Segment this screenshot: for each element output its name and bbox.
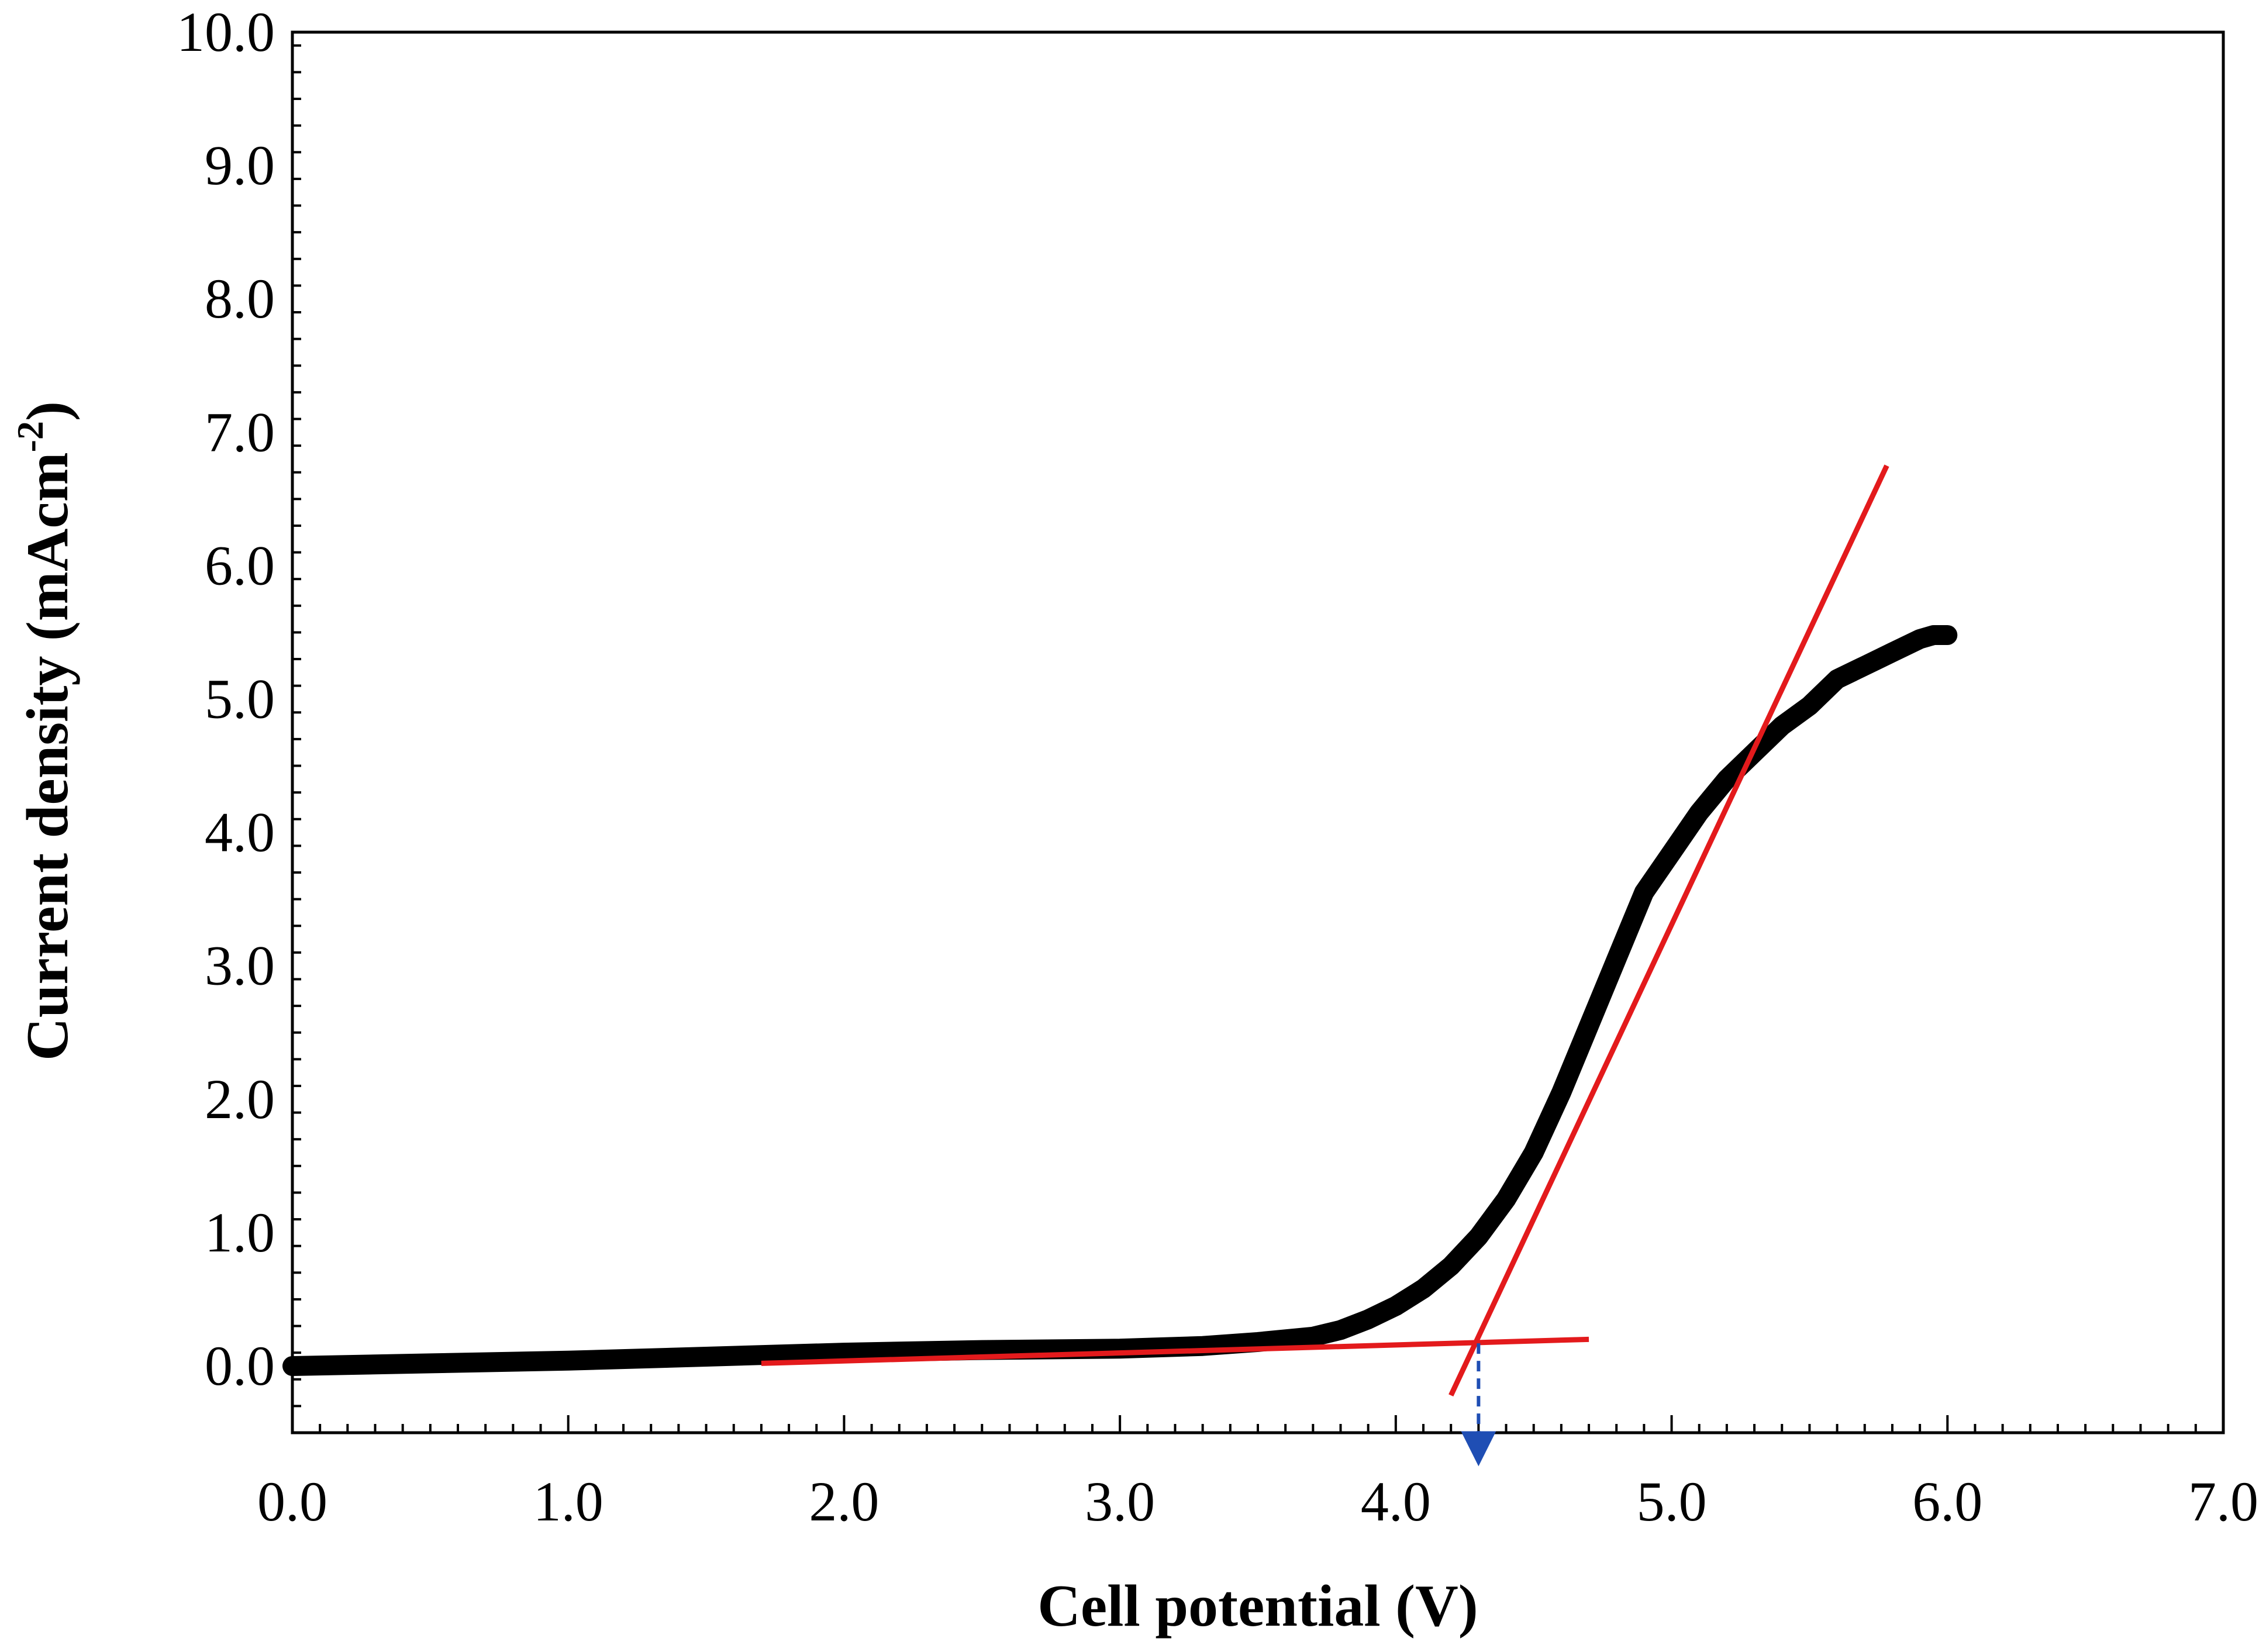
- plot-frame: [291, 30, 2225, 1434]
- y-tick-label: 7.0: [205, 401, 275, 463]
- y-tick-label: 9.0: [205, 134, 275, 196]
- x-tick-label: 7.0: [2188, 1470, 2258, 1533]
- x-tick-label: 0.0: [257, 1470, 327, 1533]
- y-tick-label: 5.0: [205, 667, 275, 730]
- rise-tangent-line: [1448, 464, 1889, 1397]
- y-axis-title-suffix: ): [15, 401, 81, 421]
- y-axis-title-superscript: -2: [9, 421, 51, 452]
- y-tick-label: 10.0: [177, 1, 275, 63]
- y-tick-label: 6.0: [205, 534, 275, 596]
- y-tick-label: 3.0: [205, 934, 275, 997]
- y-tick-label: 0.0: [205, 1334, 275, 1397]
- x-tick-label: 3.0: [1085, 1470, 1155, 1533]
- x-axis-ticks: [291, 1415, 2224, 1433]
- x-tick-label: 4.0: [1361, 1470, 1431, 1533]
- y-tick-label: 2.0: [205, 1068, 275, 1130]
- data-series-line: [282, 625, 1958, 1376]
- x-tick-label: 2.0: [809, 1470, 879, 1533]
- y-axis-tick-labels: 0.0 1.0 2.0 3.0 4.0 5.0 6.0 7.0 8.0 9.0 …: [177, 1, 275, 1397]
- x-tick-label: 1.0: [533, 1470, 603, 1533]
- y-tick-label: 8.0: [205, 267, 275, 330]
- x-tick-label: 6.0: [1912, 1470, 1982, 1533]
- y-axis-ticks: [292, 44, 301, 1434]
- y-axis-title-main: Current density (mAcm: [15, 452, 81, 1061]
- x-axis-title: Cell potential (V): [1037, 1573, 1478, 1639]
- y-tick-label: 1.0: [205, 1201, 275, 1264]
- y-tick-label: 4.0: [205, 801, 275, 864]
- x-tick-label: 5.0: [1637, 1470, 1707, 1533]
- x-axis-tick-labels: 0.0 1.0 2.0 3.0 4.0 5.0 6.0 7.0: [257, 1470, 2258, 1533]
- y-axis-title: Current density (mAcm-2): [9, 401, 81, 1061]
- baseline-tangent-line: [761, 1336, 1589, 1366]
